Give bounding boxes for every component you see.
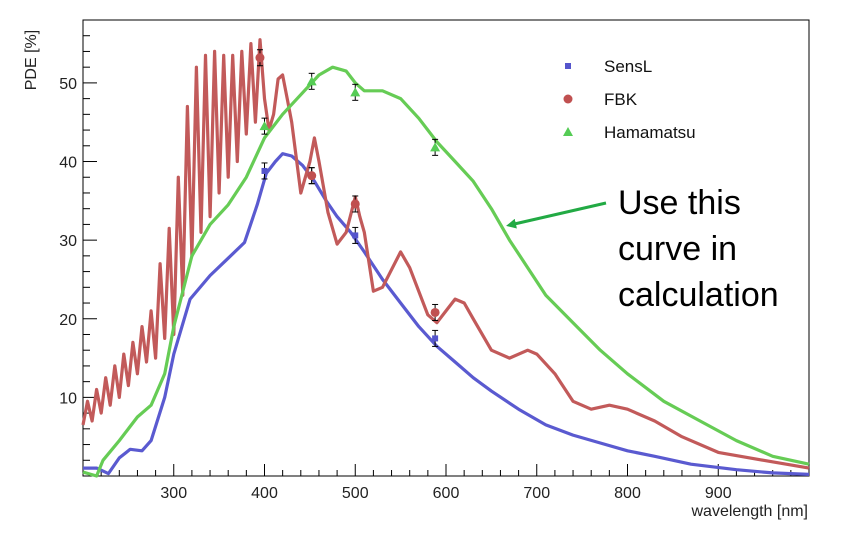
y-axis-title: PDE [%] — [23, 30, 40, 90]
y-tick-label: 20 — [59, 312, 77, 329]
y-tick-label: 50 — [59, 76, 77, 93]
data-point-sensl — [352, 232, 359, 239]
x-tick-label: 700 — [523, 485, 550, 502]
annotation-line-2: curve in — [618, 230, 738, 268]
data-point-hamamatsu — [259, 121, 270, 131]
data-point-hamamatsu — [306, 76, 317, 86]
series-layer — [81, 38, 810, 478]
annotation-line-1: Use this — [618, 184, 741, 222]
x-tick-label: 800 — [614, 485, 641, 502]
x-tick-label: 900 — [705, 485, 732, 502]
data-point-hamamatsu — [430, 142, 441, 152]
y-tick-label: 40 — [59, 155, 77, 172]
annotation-arrow — [506, 201, 607, 229]
axis-tick-labels: 300 400 500 600 700 800 900 10 20 30 40 50 — [59, 76, 731, 502]
annotation-line-3: calculation — [618, 276, 779, 314]
x-axis-title: wavelength [nm] — [690, 503, 808, 520]
legend-marker-hamamatsu — [563, 127, 573, 136]
annotation-text: Use this curve in calculation — [618, 180, 808, 318]
y-tick-label: 30 — [59, 233, 77, 250]
measured-points-layer — [255, 49, 441, 347]
data-point-sensl — [261, 167, 268, 174]
legend-label-fbk: FBK — [604, 90, 638, 109]
x-tick-label: 400 — [251, 485, 278, 502]
data-point-sensl — [432, 335, 439, 342]
y-tick-label: 10 — [59, 390, 77, 407]
data-point-fbk — [255, 53, 265, 63]
data-point-fbk — [350, 199, 360, 209]
legend: SensL FBK Hamamatsu — [563, 57, 696, 142]
x-tick-label: 500 — [342, 485, 369, 502]
legend-marker-sensl — [565, 63, 571, 69]
legend-label-hamamatsu: Hamamatsu — [604, 123, 696, 142]
data-point-fbk — [430, 307, 440, 317]
series-line-hamamatsu — [82, 65, 810, 478]
series-line-fbk — [81, 38, 810, 470]
legend-marker-fbk — [563, 94, 573, 104]
x-tick-label: 300 — [160, 485, 187, 502]
data-point-fbk — [307, 171, 317, 181]
data-point-hamamatsu — [350, 87, 361, 97]
legend-label-sensl: SensL — [604, 57, 652, 76]
x-tick-label: 600 — [433, 485, 460, 502]
